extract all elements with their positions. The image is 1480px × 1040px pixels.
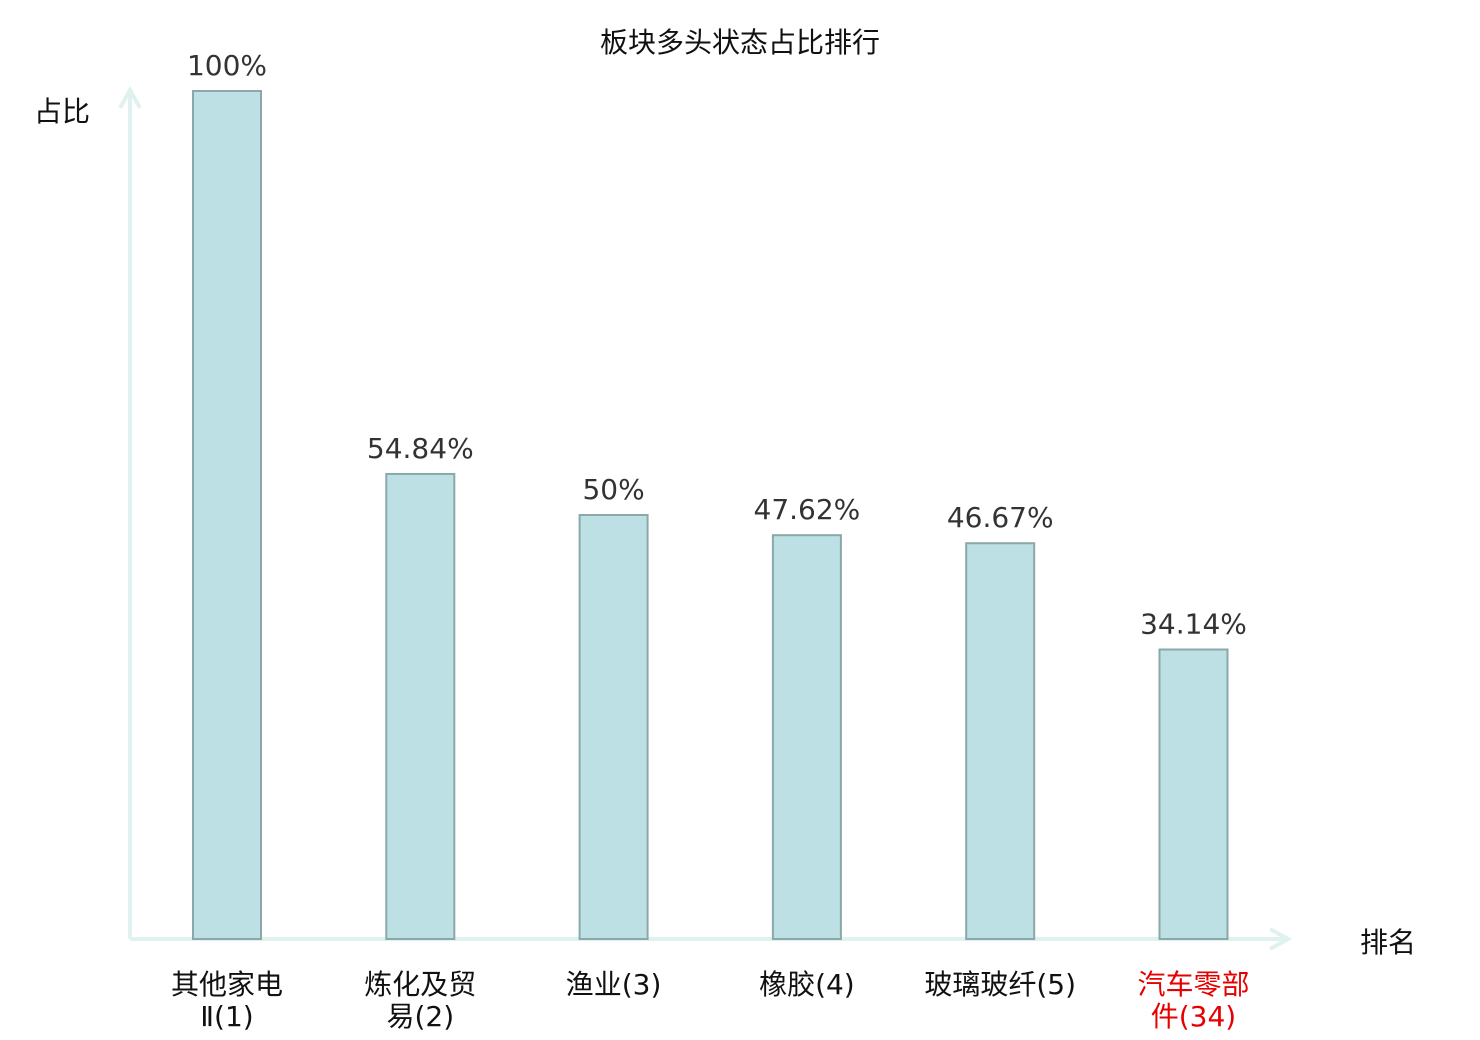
data-label: 54.84%	[367, 432, 474, 465]
x-axis-label: 排名	[1360, 926, 1416, 959]
y-axis-arrow	[118, 85, 142, 109]
bar	[771, 534, 842, 940]
x-tick-label: 炼化及贸	[364, 968, 476, 1001]
bar	[578, 514, 649, 940]
data-label: 47.62%	[754, 493, 861, 526]
data-label: 100%	[187, 49, 267, 82]
x-axis-arrow	[1269, 927, 1293, 951]
data-label: 50%	[582, 473, 644, 506]
bar	[1158, 648, 1229, 940]
x-tick-label: 玻璃玻纤(5)	[924, 968, 1076, 1001]
y-axis-label: 占比	[34, 95, 90, 128]
data-label: 46.67%	[947, 501, 1054, 534]
bar	[192, 90, 262, 940]
x-tick-label: 橡胶(4)	[759, 968, 855, 1001]
x-tick-label: 其他家电	[171, 968, 283, 1001]
bar	[385, 472, 456, 940]
x-tick-label: Ⅱ(1)	[200, 1000, 253, 1033]
x-tick-label: 渔业(3)	[566, 968, 662, 1001]
x-tick-label: 易(2)	[386, 1000, 454, 1033]
data-label: 34.14%	[1140, 607, 1247, 640]
chart-title: 板块多头状态占比排行	[600, 26, 880, 59]
x-tick-label: 件(34)	[1151, 1000, 1236, 1033]
bar	[965, 542, 1036, 940]
axes	[118, 85, 1293, 951]
x-tick-label: 汽车零部	[1137, 968, 1249, 1001]
